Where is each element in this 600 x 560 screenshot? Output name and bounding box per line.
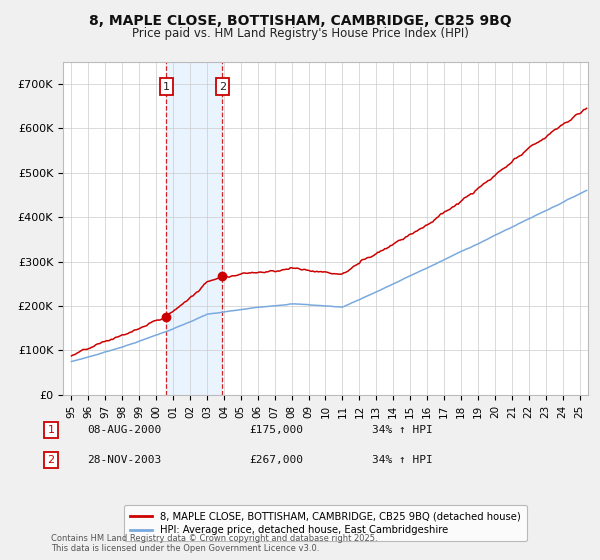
Text: £175,000: £175,000 <box>249 425 303 435</box>
Text: 08-AUG-2000: 08-AUG-2000 <box>87 425 161 435</box>
Legend: 8, MAPLE CLOSE, BOTTISHAM, CAMBRIDGE, CB25 9BQ (detached house), HPI: Average pr: 8, MAPLE CLOSE, BOTTISHAM, CAMBRIDGE, CB… <box>124 506 527 542</box>
Bar <box>166 62 222 395</box>
Text: 34% ↑ HPI: 34% ↑ HPI <box>372 425 433 435</box>
Text: 2: 2 <box>47 455 55 465</box>
Text: 1: 1 <box>47 425 55 435</box>
Text: Price paid vs. HM Land Registry's House Price Index (HPI): Price paid vs. HM Land Registry's House … <box>131 27 469 40</box>
Text: 2: 2 <box>218 82 226 92</box>
Text: 1: 1 <box>163 82 170 92</box>
Text: 34% ↑ HPI: 34% ↑ HPI <box>372 455 433 465</box>
Text: £267,000: £267,000 <box>249 455 303 465</box>
Text: 28-NOV-2003: 28-NOV-2003 <box>87 455 161 465</box>
Text: 8, MAPLE CLOSE, BOTTISHAM, CAMBRIDGE, CB25 9BQ: 8, MAPLE CLOSE, BOTTISHAM, CAMBRIDGE, CB… <box>89 14 511 28</box>
Text: Contains HM Land Registry data © Crown copyright and database right 2025.
This d: Contains HM Land Registry data © Crown c… <box>51 534 377 553</box>
